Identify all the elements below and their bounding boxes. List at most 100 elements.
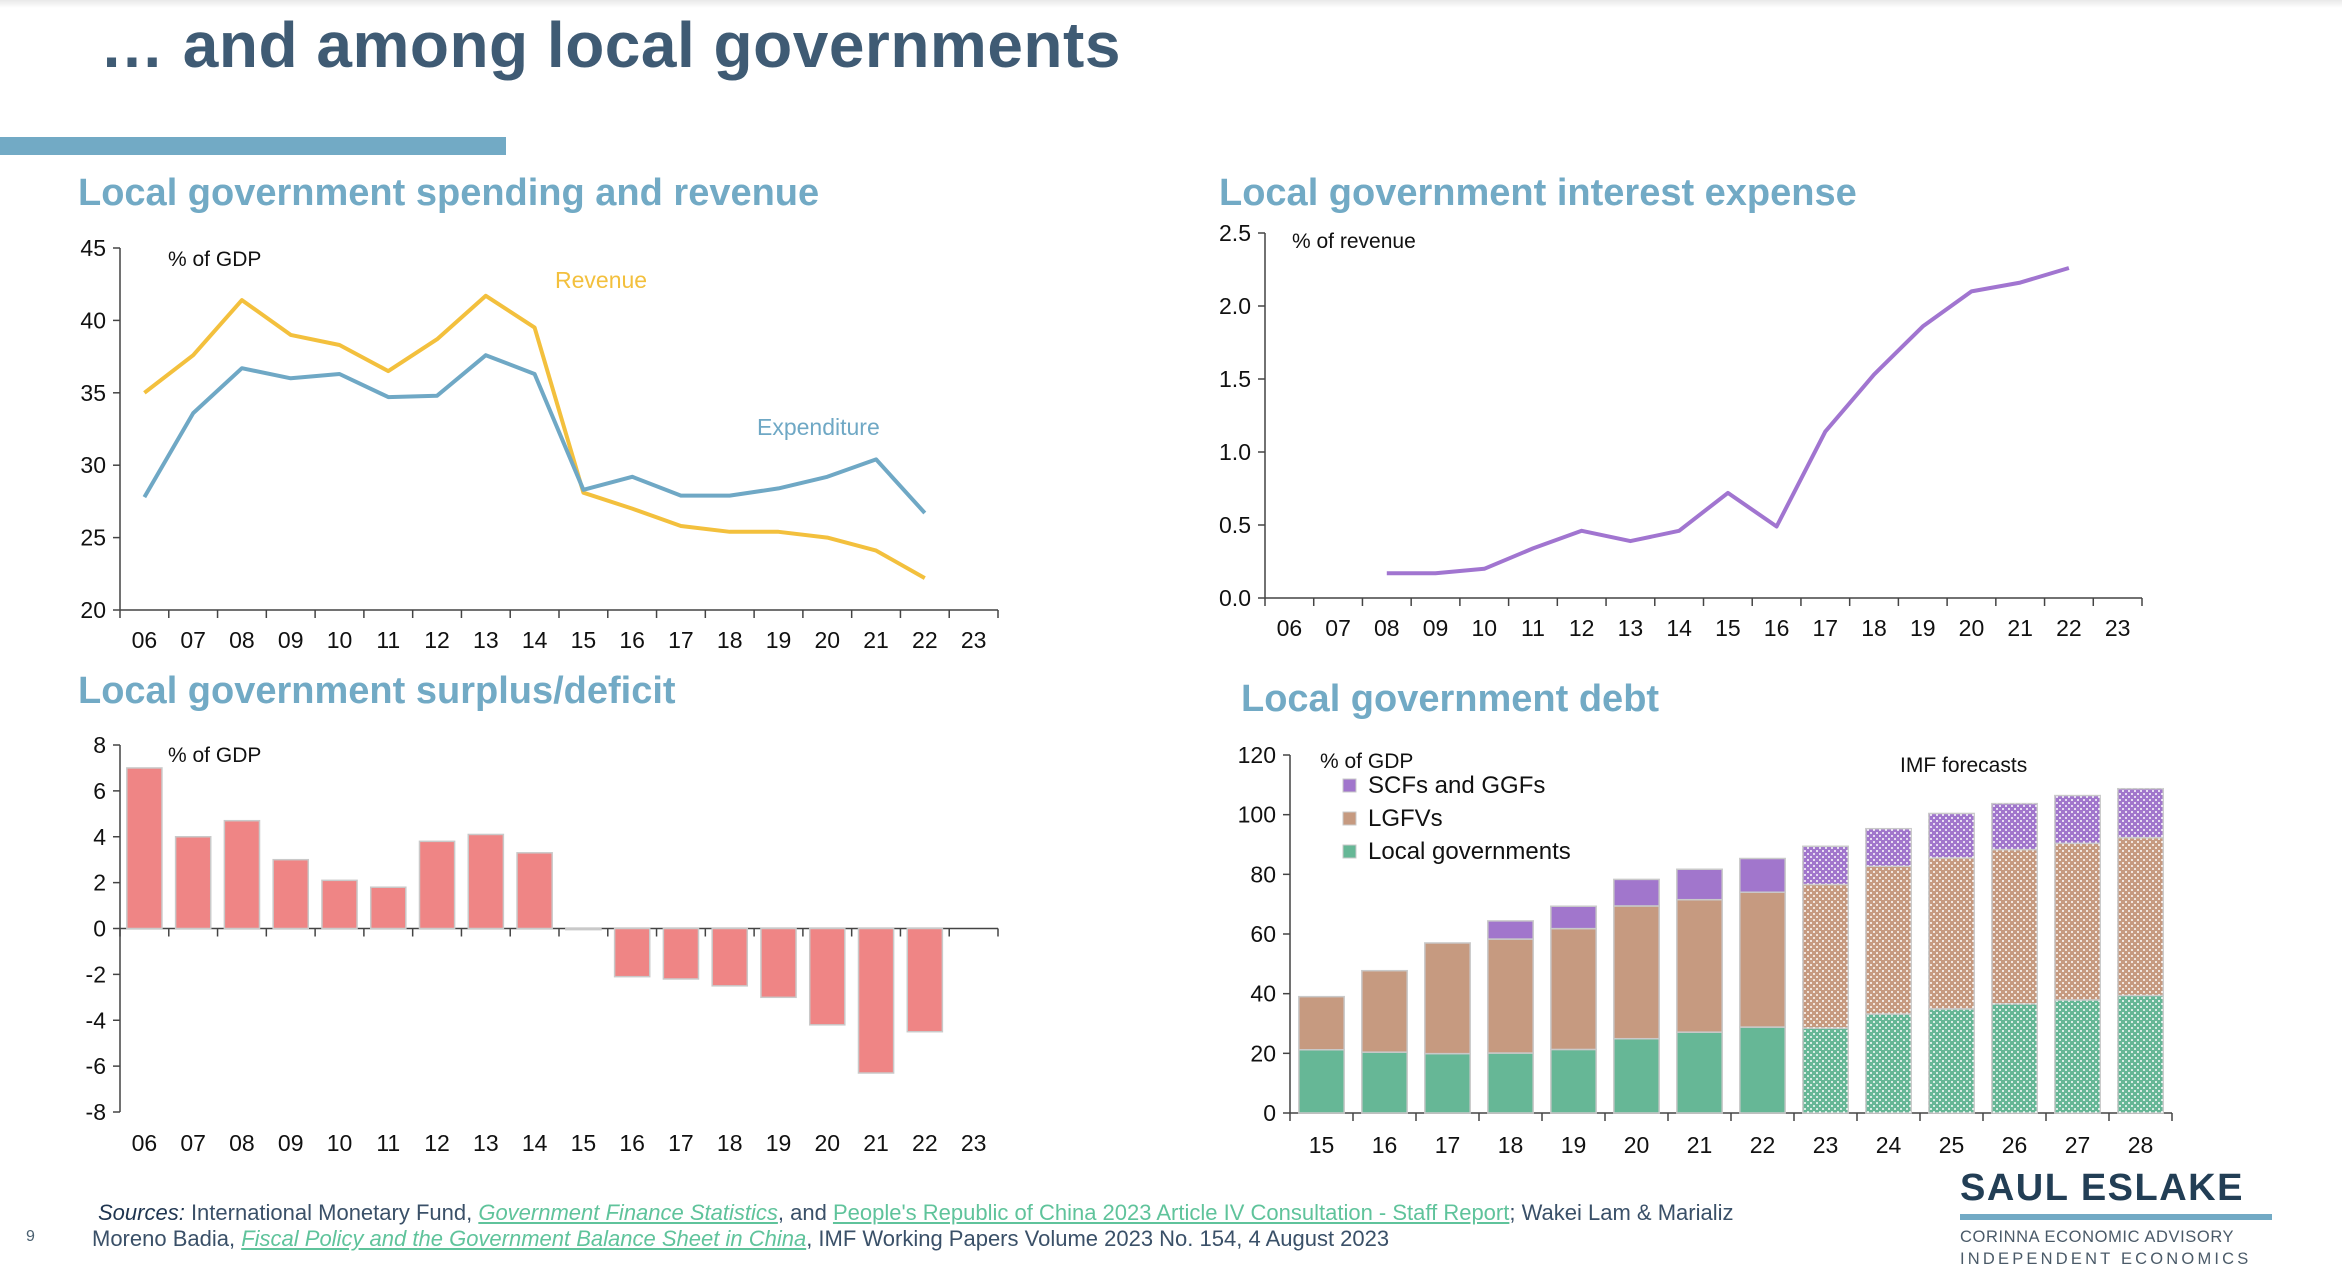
bar-segment-lgfvs [1550, 927, 1597, 1051]
y-tick-label: 4 [93, 824, 106, 850]
sources-footer: Sources: International Monetary Fund, Go… [92, 1200, 1733, 1252]
bar-segment-local-governments [1487, 1052, 1534, 1114]
sources-label: Sources: [98, 1200, 185, 1225]
y-tick-label: 2.5 [1219, 220, 1251, 246]
bar-16 [613, 927, 651, 978]
x-tick-label: 19 [766, 627, 792, 653]
bar-12 [418, 840, 456, 930]
x-tick-label: 17 [1813, 615, 1839, 641]
bar-22 [906, 927, 944, 1033]
link-fiscal-policy-paper[interactable]: Fiscal Policy and the Government Balance… [241, 1226, 807, 1251]
title-accent-bar [0, 137, 506, 155]
x-tick-label: 16 [619, 627, 645, 653]
x-tick-label: 20 [814, 1130, 840, 1156]
x-tick-label: 27 [2065, 1132, 2091, 1158]
x-tick-label: 23 [1813, 1132, 1839, 1158]
y-tick-label: 20 [1250, 1040, 1276, 1066]
series-line-expenditure [142, 353, 927, 515]
bar-19 [760, 927, 797, 999]
x-tick-label: 13 [1618, 615, 1644, 641]
forecast-pattern [1928, 813, 1975, 858]
x-tick-label: 17 [668, 627, 694, 653]
chart-title-interest-expense: Local government interest expense [1219, 172, 1857, 214]
y-unit-label: % of GDP [168, 744, 261, 767]
x-tick-label: 24 [1876, 1132, 1902, 1158]
x-tick-label: 10 [1471, 615, 1497, 641]
forecast-pattern [1928, 857, 1975, 1009]
series-label-expenditure: Expenditure [757, 414, 880, 440]
bar-segment-lgfvs [1361, 969, 1408, 1053]
y-tick-label: 2 [93, 870, 106, 896]
y-unit-label: % of revenue [1292, 230, 1416, 253]
sources-text: International Monetary Fund, [184, 1200, 479, 1225]
legend-swatch [1342, 844, 1357, 859]
y-tick-label: 0.5 [1219, 512, 1251, 538]
link-government-finance-statistics[interactable]: Government Finance Statistics [478, 1200, 778, 1225]
bar-segment-lgfvs [1676, 898, 1723, 1033]
y-tick-label: 40 [1250, 981, 1276, 1007]
x-tick-label: 23 [961, 1130, 987, 1156]
y-tick-label: 1.5 [1219, 366, 1251, 392]
x-tick-label: 21 [2007, 615, 2033, 641]
x-tick-label: 22 [912, 1130, 938, 1156]
page-number: 9 [26, 1228, 35, 1245]
x-tick-label: 15 [1715, 615, 1741, 641]
y-tick-label: 30 [80, 452, 106, 478]
y-tick-label: 2.0 [1219, 293, 1251, 319]
x-tick-label: 14 [1666, 615, 1692, 641]
x-tick-label: 06 [132, 1130, 158, 1156]
x-tick-label: 08 [1374, 615, 1400, 641]
chart-surplus-deficit: -8 -6 -4 -2 0 2 4 6 8 06 07 08 09 10 11 12 13 14 15 16 17 18 1… [86, 732, 999, 1156]
x-tick-label: 09 [278, 627, 304, 653]
series-line-interest [1386, 266, 2070, 576]
x-tick-label: 21 [1687, 1132, 1713, 1158]
x-tick-label: 11 [1521, 615, 1545, 641]
x-tick-label: 25 [1939, 1132, 1965, 1158]
y-tick-label: 6 [93, 778, 106, 804]
y-tick-label: -6 [86, 1053, 106, 1079]
bar-07 [174, 836, 212, 930]
bar-18 [711, 927, 749, 987]
x-tick-label: 22 [2056, 615, 2082, 641]
y-tick-label: 120 [1238, 742, 1276, 768]
legend-label: LGFVs [1368, 805, 1443, 832]
x-tick-label: 23 [961, 627, 987, 653]
logo: SAUL ESLAKE CORINNA ECONOMIC ADVISORY IN… [1960, 1168, 2272, 1270]
logo-line-2: INDEPENDENT ECONOMICS [1960, 1250, 2252, 1268]
x-tick-label: 13 [473, 627, 499, 653]
forecast-pattern [1802, 884, 1849, 1028]
bar-segment-scfs-and-ggfs [1676, 868, 1723, 901]
x-tick-label: 11 [376, 627, 400, 653]
bar-segment-lgfvs [1739, 891, 1786, 1028]
chart-interest-expense: 0.0 0.5 1.0 1.5 2.0 2.5 06 07 08 09 10 11 12 13 14 15 16… [1219, 220, 2143, 641]
bar-segment-lgfvs [1487, 938, 1534, 1054]
bar-segment-lgfvs [1424, 942, 1471, 1055]
link-article-iv-report[interactable]: People's Republic of China 2023 Article … [832, 1200, 1510, 1225]
chart-title-debt: Local government debt [1241, 678, 1660, 720]
sources-text: , and [777, 1200, 833, 1225]
x-tick-label: 17 [1435, 1132, 1461, 1158]
bar-13 [467, 833, 505, 930]
forecast-pattern [1991, 803, 2038, 850]
forecast-pattern [2054, 843, 2101, 1000]
x-tick-label: 23 [2105, 615, 2131, 641]
x-tick-label: 07 [180, 627, 206, 653]
x-tick-label: 08 [229, 627, 255, 653]
legend-label: SCFs and GGFs [1368, 772, 1545, 799]
legend-swatch [1342, 811, 1357, 826]
bar-segment-scfs-and-ggfs [1550, 905, 1597, 930]
top-shade [0, 0, 2342, 8]
y-tick-label: 35 [80, 380, 106, 406]
x-tick-label: 12 [1569, 615, 1595, 641]
forecast-pattern [2054, 999, 2101, 1113]
forecast-pattern [1802, 846, 1849, 885]
forecast-pattern [1991, 1003, 2038, 1113]
bar-segment-scfs-and-ggfs [1613, 878, 1660, 907]
y-unit-label: % of GDP [1320, 750, 1413, 773]
forecast-annotation: IMF forecasts [1900, 754, 2027, 777]
x-tick-label: 16 [1372, 1132, 1398, 1158]
bar-segment-local-governments [1361, 1051, 1408, 1114]
x-tick-label: 22 [1750, 1132, 1776, 1158]
x-tick-label: 07 [180, 1130, 206, 1156]
